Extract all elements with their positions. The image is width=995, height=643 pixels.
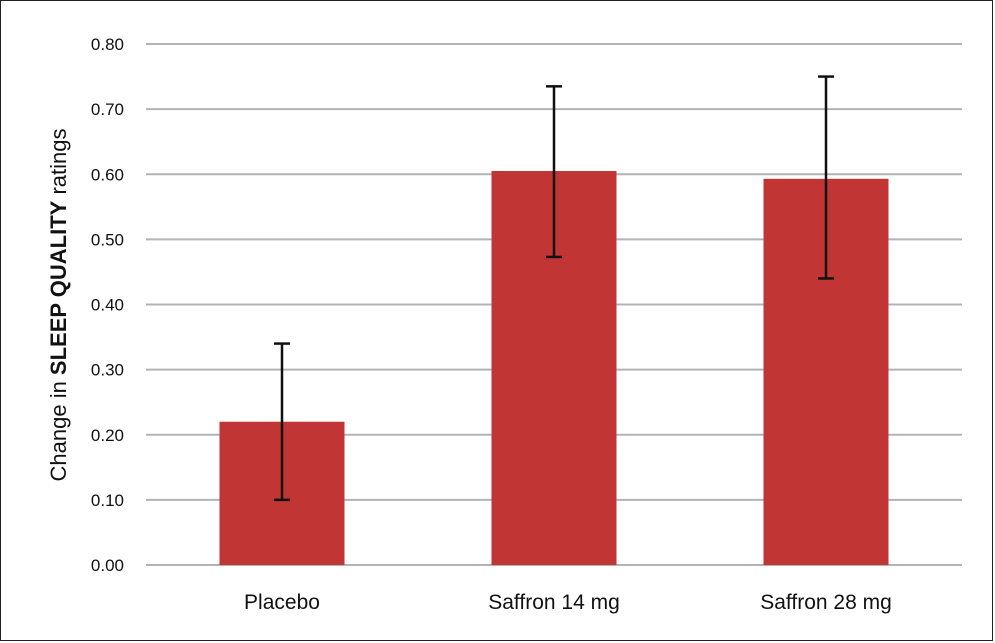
y-tick-label: 0.10 xyxy=(91,491,124,510)
y-tick-label: 0.60 xyxy=(91,165,124,184)
y-axis-label: Change in SLEEP QUALITY ratings xyxy=(46,129,71,482)
y-axis-label-emphasis: SLEEP QUALITY xyxy=(46,200,71,375)
x-axis-category-labels: Placebo Saffron 14 mg Saffron 28 mg xyxy=(244,591,892,614)
error-bars xyxy=(274,75,834,502)
y-tick-label: 0.20 xyxy=(91,426,124,445)
y-tick-label: 0.50 xyxy=(91,230,124,249)
error-bar xyxy=(818,75,834,280)
error-bar xyxy=(546,85,562,259)
y-tick-label: 0.40 xyxy=(91,296,124,315)
y-axis-label-prefix: Change in xyxy=(46,375,71,481)
y-axis-tick-labels: 0.00 0.10 0.20 0.30 0.40 0.50 0.60 0.70 0.80 xyxy=(91,35,124,575)
x-category-label: Saffron 14 mg xyxy=(488,591,620,614)
y-tick-label: 0.00 xyxy=(91,556,124,575)
x-category-label: Placebo xyxy=(244,591,320,614)
y-tick-label: 0.80 xyxy=(91,35,124,54)
x-category-label: Saffron 28 mg xyxy=(760,591,892,614)
error-bar xyxy=(274,342,290,502)
y-tick-label: 0.70 xyxy=(91,100,124,119)
y-axis-label-suffix: ratings xyxy=(46,129,71,201)
y-tick-label: 0.30 xyxy=(91,361,124,380)
